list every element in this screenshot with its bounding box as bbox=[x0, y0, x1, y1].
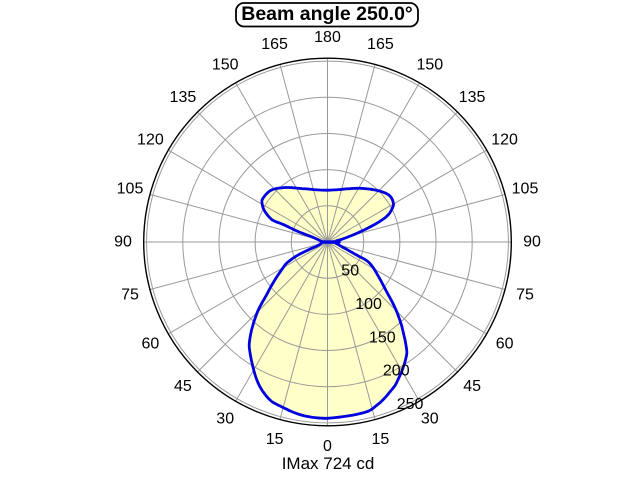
svg-text:135: 135 bbox=[459, 89, 486, 106]
svg-text:135: 135 bbox=[170, 89, 197, 106]
svg-text:120: 120 bbox=[491, 131, 518, 148]
svg-text:60: 60 bbox=[496, 336, 514, 353]
svg-text:150: 150 bbox=[416, 56, 443, 73]
svg-text:IMax 724 cd: IMax 724 cd bbox=[282, 454, 375, 473]
svg-text:90: 90 bbox=[114, 234, 132, 251]
svg-text:150: 150 bbox=[212, 56, 239, 73]
svg-text:Beam angle 250.0°: Beam angle 250.0° bbox=[241, 3, 412, 25]
svg-text:150: 150 bbox=[369, 329, 396, 346]
svg-text:15: 15 bbox=[266, 431, 284, 448]
svg-text:120: 120 bbox=[137, 131, 164, 148]
svg-text:75: 75 bbox=[121, 286, 139, 303]
svg-text:30: 30 bbox=[216, 411, 234, 428]
svg-text:180: 180 bbox=[314, 29, 341, 46]
svg-text:105: 105 bbox=[512, 181, 539, 198]
svg-text:45: 45 bbox=[463, 378, 481, 395]
svg-text:100: 100 bbox=[355, 296, 382, 313]
svg-text:15: 15 bbox=[372, 431, 390, 448]
svg-text:45: 45 bbox=[174, 378, 192, 395]
svg-text:50: 50 bbox=[341, 262, 359, 279]
svg-text:165: 165 bbox=[367, 36, 394, 53]
svg-text:250: 250 bbox=[397, 396, 424, 413]
svg-text:165: 165 bbox=[261, 36, 288, 53]
svg-text:90: 90 bbox=[523, 234, 541, 251]
svg-text:75: 75 bbox=[516, 286, 534, 303]
svg-text:60: 60 bbox=[142, 336, 160, 353]
svg-text:30: 30 bbox=[421, 411, 439, 428]
svg-text:0: 0 bbox=[323, 438, 332, 455]
svg-text:105: 105 bbox=[117, 181, 144, 198]
svg-text:200: 200 bbox=[383, 363, 410, 380]
